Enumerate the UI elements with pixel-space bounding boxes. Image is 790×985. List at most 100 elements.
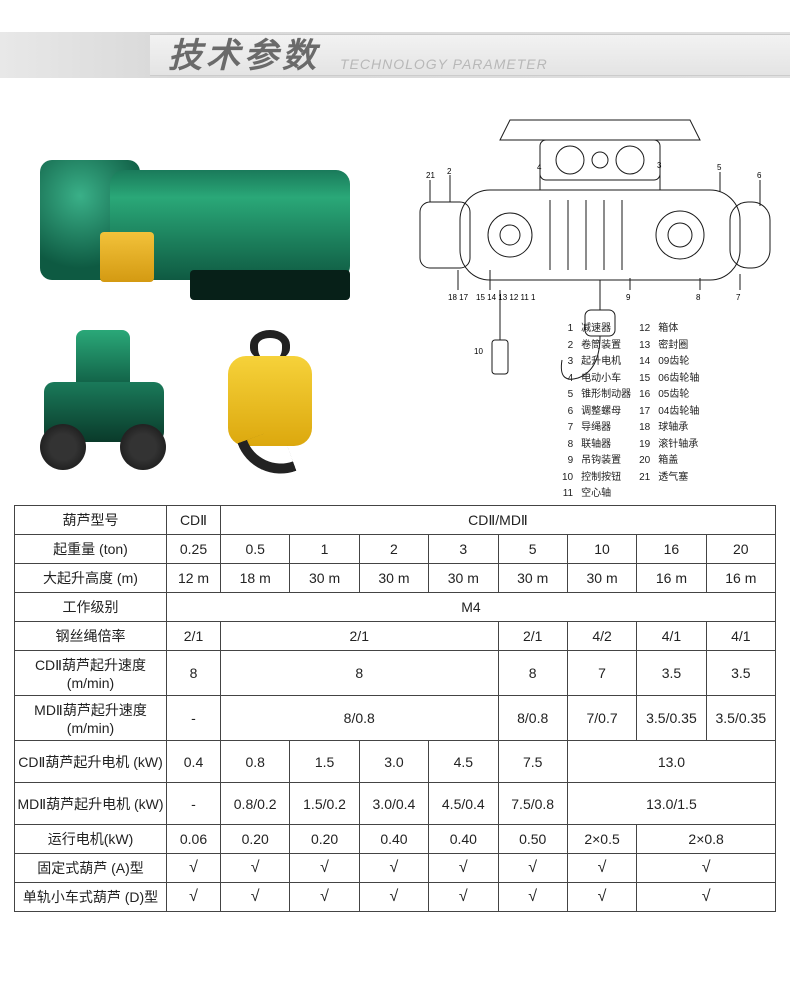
cell: 2/1 <box>167 622 221 651</box>
product-photo-trolley <box>40 330 180 470</box>
cell: 2×0.5 <box>567 825 636 854</box>
cell: 3.0 <box>359 741 428 783</box>
cell: 12 m <box>167 564 221 593</box>
legend-text: 箱盖 <box>658 454 705 469</box>
cell: 0.8 <box>221 741 290 783</box>
product-photo-hoist <box>30 140 390 300</box>
legend-text <box>658 487 705 502</box>
cell: √ <box>290 883 359 912</box>
cell: 4/2 <box>567 622 636 651</box>
trolley-wheel-shape <box>120 424 166 470</box>
svg-text:9: 9 <box>626 293 631 302</box>
legend-text: 密封圈 <box>658 339 705 354</box>
row-label: 单轨小车式葫芦 (D)型 <box>15 883 167 912</box>
legend-num: 14 <box>639 355 656 370</box>
cell: 0.4 <box>167 741 221 783</box>
legend-num: 12 <box>639 322 656 337</box>
cell: 1 <box>290 535 359 564</box>
cell: √ <box>429 854 498 883</box>
cell: 4.5 <box>429 741 498 783</box>
cell: 0.40 <box>359 825 428 854</box>
cell: 3.5 <box>706 651 775 696</box>
cell: 30 m <box>429 564 498 593</box>
cell: 30 m <box>567 564 636 593</box>
cell: 8 <box>167 651 221 696</box>
legend-num <box>639 487 656 502</box>
cell: √ <box>290 854 359 883</box>
cell: 13.0/1.5 <box>567 783 775 825</box>
cell: 0.50 <box>498 825 567 854</box>
cell: 2/1 <box>498 622 567 651</box>
table-row: CDⅡ葫芦起升电机 (kW) 0.4 0.8 1.5 3.0 4.5 7.5 1… <box>15 741 776 783</box>
row-label: 固定式葫芦 (A)型 <box>15 854 167 883</box>
legend-num: 11 <box>562 487 579 502</box>
cell: √ <box>221 883 290 912</box>
cell: 4/1 <box>706 622 775 651</box>
cell: √ <box>359 854 428 883</box>
legend-text: 09齿轮 <box>658 355 705 370</box>
legend-text: 箱体 <box>658 322 705 337</box>
spec-table-wrap: 葫芦型号 CDⅡ CDⅡ/MDⅡ 起重量 (ton) 0.250.5123510… <box>14 505 776 912</box>
legend-num: 13 <box>639 339 656 354</box>
row-label: 起重量 (ton) <box>15 535 167 564</box>
row-label: 工作级别 <box>15 593 167 622</box>
cell: √ <box>221 854 290 883</box>
trolley-motor-shape <box>76 330 130 390</box>
legend-text: 空心轴 <box>581 487 637 502</box>
legend-num: 4 <box>562 372 579 387</box>
legend-text: 电动小车 <box>581 372 637 387</box>
cell: 8/0.8 <box>498 696 567 741</box>
table-row: 钢丝绳倍率 2/1 2/1 2/1 4/2 4/1 4/1 <box>15 622 776 651</box>
cell: 30 m <box>359 564 428 593</box>
table-row: 工作级别 M4 <box>15 593 776 622</box>
cell: √ <box>359 883 428 912</box>
cell: √ <box>567 883 636 912</box>
cell: 8/0.8 <box>221 696 499 741</box>
row-label: MDⅡ葫芦起升速度 (m/min) <box>15 696 167 741</box>
cell: 8 <box>498 651 567 696</box>
cell: 16 m <box>637 564 706 593</box>
legend-num: 20 <box>639 454 656 469</box>
legend-num: 9 <box>562 454 579 469</box>
cell: 10 <box>567 535 636 564</box>
cell: 1.5 <box>290 741 359 783</box>
legend-text: 锥形制动器 <box>581 388 637 403</box>
legend-text: 调整螺母 <box>581 405 637 420</box>
legend-text: 吊钩装置 <box>581 454 637 469</box>
cell: 2×0.8 <box>637 825 776 854</box>
cell: 4/1 <box>637 622 706 651</box>
table-row: 单轨小车式葫芦 (D)型 √√√√√√√√ <box>15 883 776 912</box>
cell: 0.25 <box>167 535 221 564</box>
row-label: 运行电机(kW) <box>15 825 167 854</box>
legend-text: 起升电机 <box>581 355 637 370</box>
cell: 2 <box>359 535 428 564</box>
legend-num: 8 <box>562 438 579 453</box>
cell: √ <box>498 883 567 912</box>
svg-text:15 14 13 12 11 1: 15 14 13 12 11 1 <box>476 293 536 302</box>
svg-text:21: 21 <box>426 171 435 180</box>
legend-text: 06齿轮轴 <box>658 372 705 387</box>
cell: 13.0 <box>567 741 775 783</box>
cell: √ <box>567 854 636 883</box>
cell: √ <box>637 854 776 883</box>
row-label: CDⅡ葫芦起升速度 (m/min) <box>15 651 167 696</box>
cell: √ <box>167 854 221 883</box>
cell: 1.5/0.2 <box>290 783 359 825</box>
cell: 4.5/0.4 <box>429 783 498 825</box>
legend-num: 2 <box>562 339 579 354</box>
trolley-wheel-shape <box>40 424 86 470</box>
legend-num: 16 <box>639 388 656 403</box>
hoist-control-box-shape <box>100 232 154 282</box>
table-row: 葫芦型号 CDⅡ CDⅡ/MDⅡ <box>15 506 776 535</box>
cell: M4 <box>167 593 776 622</box>
cell: √ <box>167 883 221 912</box>
svg-text:3: 3 <box>657 161 662 170</box>
cell: 7.5 <box>498 741 567 783</box>
legend-num: 10 <box>562 471 579 486</box>
cell: 0.5 <box>221 535 290 564</box>
row-label: CDⅡ葫芦起升电机 (kW) <box>15 741 167 783</box>
row-label: MDⅡ葫芦起升电机 (kW) <box>15 783 167 825</box>
svg-text:4: 4 <box>537 163 542 172</box>
svg-text:8: 8 <box>696 293 701 302</box>
cell: 7/0.7 <box>567 696 636 741</box>
